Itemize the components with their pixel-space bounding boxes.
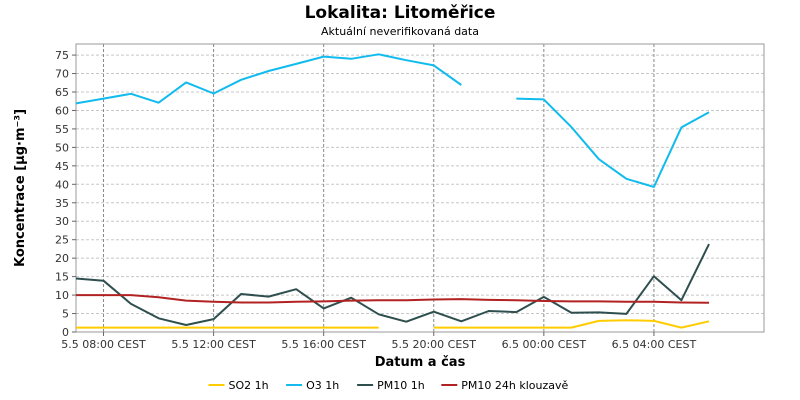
- series-line-pm10-1h: [75, 243, 710, 326]
- y-axis: 0 5 10 15 20 25 30 35 40 45 50 55 60 65 70 75: [55, 49, 76, 339]
- x-tick-label: 5.5 08:00 CEST: [61, 338, 146, 351]
- x-tick-label: 6.5 04:00 CEST: [612, 338, 697, 351]
- legend-label: PM10 1h: [377, 379, 425, 392]
- series-lines: [75, 53, 710, 329]
- y-tick-label: 50: [55, 141, 69, 154]
- plot-area-frame: [75, 43, 765, 333]
- x-tick-label: 5.5 12:00 CEST: [171, 338, 256, 351]
- y-tick-label: 15: [55, 271, 69, 284]
- y-tick-label: 25: [55, 234, 69, 247]
- y-axis-title: Koncentrace [µg·m⁻³]: [13, 109, 28, 267]
- y-tick-label: 40: [55, 178, 69, 191]
- chart-title: Lokalita: Litoměřice: [305, 3, 496, 23]
- x-tick-label: 5.5 16:00 CEST: [281, 338, 366, 351]
- x-tick-label: 6.5 00:00 CEST: [502, 338, 587, 351]
- y-tick-label: 5: [62, 308, 69, 321]
- y-tick-label: 55: [55, 123, 69, 136]
- legend-label: PM10 24h klouzavě: [461, 379, 568, 392]
- y-tick-label: 70: [55, 68, 69, 81]
- legend-item-o3-1h: O3 1h: [286, 379, 339, 392]
- y-tick-label: 0: [62, 326, 69, 339]
- chart-subtitle: Aktuální neverifikovaná data: [321, 25, 479, 38]
- y-tick-label: 65: [55, 86, 69, 99]
- legend-item-pm10-24h-klouzav: PM10 24h klouzavě: [441, 379, 569, 392]
- y-tick-label: 45: [55, 160, 69, 173]
- legend-label: O3 1h: [306, 379, 339, 392]
- series-line-so2-1h: [76, 319, 710, 329]
- y-tick-label: 20: [55, 252, 69, 265]
- series-line-pm10-24h-klouzav: [76, 294, 710, 304]
- y-tick-label: 10: [55, 289, 69, 302]
- y-tick-label: 60: [55, 104, 69, 117]
- legend-item-so2-1h: SO2 1h: [208, 379, 269, 392]
- y-tick-label: 30: [55, 215, 69, 228]
- legend: SO2 1h O3 1h PM10 1h PM10 24h klouzavě: [208, 379, 569, 392]
- legend-label: SO2 1h: [229, 379, 269, 392]
- x-axis: 5.5 08:00 CEST 5.5 12:00 CEST 5.5 16:00 CE…: [61, 332, 696, 351]
- y-tick-label: 35: [55, 197, 69, 210]
- x-axis-title: Datum a čas: [375, 355, 466, 370]
- gridlines: [76, 44, 764, 332]
- series-line-o3-1h: [75, 53, 710, 188]
- legend-item-pm10-1h: PM10 1h: [357, 379, 425, 392]
- y-tick-label: 75: [55, 49, 69, 62]
- x-tick-label: 5.5 20:00 CEST: [391, 338, 476, 351]
